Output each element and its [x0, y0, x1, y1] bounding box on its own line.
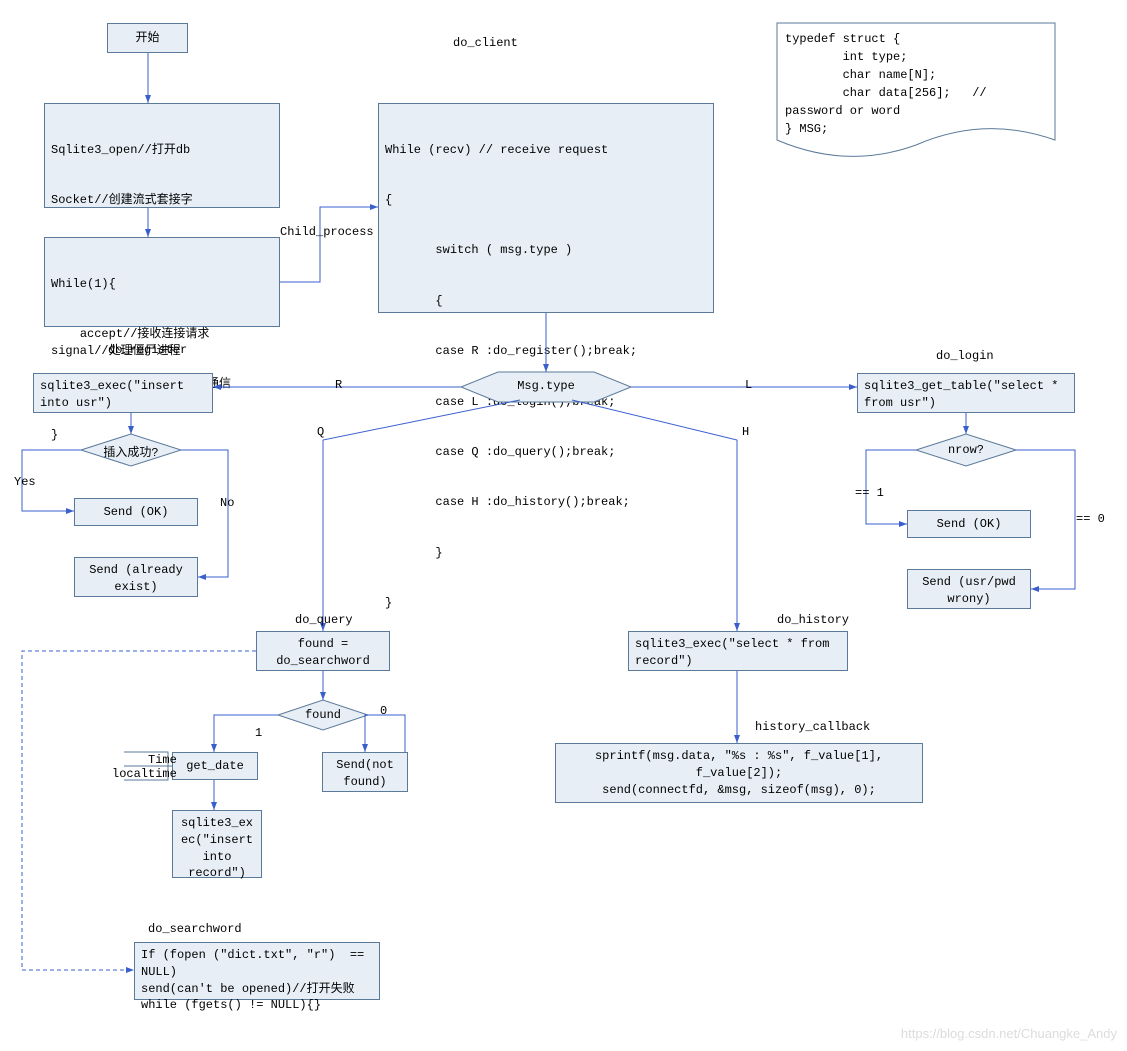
label-callback: history_callback: [755, 720, 870, 734]
recv-line: case H :do_history();break;: [385, 494, 707, 511]
node-send-notfound: Send(not found): [322, 752, 408, 792]
label-Q: Q: [317, 425, 324, 439]
node-login-wrong: Send (usr/pwd wrony): [907, 569, 1031, 609]
label-one: 1: [255, 726, 262, 740]
struct-text: typedef struct { int type; char name[N];…: [785, 30, 987, 138]
recv-line: case Q :do_query();break;: [385, 444, 707, 461]
diamond-found: found: [303, 708, 343, 722]
whileloop-line: While(1){: [51, 276, 273, 293]
node-send-exist: Send (already exist): [74, 557, 198, 597]
init-line: Socket//创建流式套接字: [51, 192, 273, 209]
label-time: Time localtime: [112, 753, 177, 781]
node-recv: While (recv) // receive request { switch…: [378, 103, 714, 313]
node-login: sqlite3_get_table("select * from usr"): [857, 373, 1075, 413]
node-register: sqlite3_exec("insert into usr"): [33, 373, 213, 413]
label-Yes: Yes: [14, 475, 36, 489]
node-init: Sqlite3_open//打开db Socket//创建流式套接字 Bind/…: [44, 103, 280, 208]
whileloop-line: }: [51, 427, 273, 444]
label-child-process: Child_process: [280, 225, 374, 239]
whileloop-line: accept//接收连接请求: [51, 326, 273, 343]
recv-line: {: [385, 192, 707, 209]
node-get-date: get_date: [172, 752, 258, 780]
node-start: 开始: [107, 23, 188, 53]
label-do-register: do_register: [108, 343, 187, 357]
diamond-nrow: nrow?: [946, 443, 986, 457]
recv-line: {: [385, 293, 707, 310]
label-H: H: [742, 425, 749, 439]
recv-line: While (recv) // receive request: [385, 142, 707, 159]
label-zero: 0: [380, 704, 387, 718]
label-do-searchword: do_searchword: [148, 922, 242, 936]
node-insert-record: sqlite3_ex ec("insert into record"): [172, 810, 262, 878]
recv-line: switch ( msg.type ): [385, 242, 707, 259]
node-history: sqlite3_exec("select * from record"): [628, 631, 848, 671]
title-label: do_client: [453, 36, 518, 50]
recv-line: }: [385, 545, 707, 562]
recv-line: }: [385, 595, 707, 612]
label-eq1: == 1: [855, 486, 884, 500]
label-do-history: do_history: [777, 613, 849, 627]
label-do-login: do_login: [936, 349, 994, 363]
node-login-send-ok: Send (OK): [907, 510, 1031, 538]
label-eq0: == 0: [1076, 512, 1105, 526]
node-send-ok: Send (OK): [74, 498, 198, 526]
label-No: No: [220, 496, 234, 510]
init-line: Sqlite3_open//打开db: [51, 142, 273, 159]
label-L: L: [745, 378, 752, 392]
node-callback: sprintf(msg.data, "%s : %s", f_value[1],…: [555, 743, 923, 803]
label-do-query: do_query: [295, 613, 353, 627]
watermark: https://blog.csdn.net/Chuangke_Andy: [901, 1026, 1117, 1041]
node-found: found = do_searchword: [256, 631, 390, 671]
recv-line: case L :do_login();break;: [385, 394, 707, 411]
label-R: R: [335, 378, 342, 392]
node-searchword: If (fopen ("dict.txt", "r") == NULL) sen…: [134, 942, 380, 1000]
node-whileloop: While(1){ accept//接收连接请求 fork//创建子进程进行通信…: [44, 237, 280, 327]
recv-line: case R :do_register();break;: [385, 343, 707, 360]
